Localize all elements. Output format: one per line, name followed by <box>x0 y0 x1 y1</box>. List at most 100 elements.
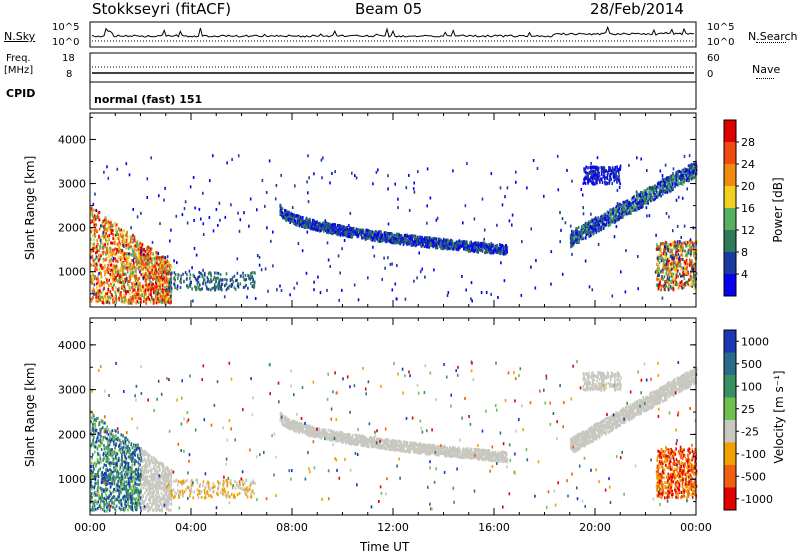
data-cell <box>661 296 664 300</box>
data-cell <box>155 281 157 285</box>
data-cell <box>92 291 94 295</box>
data-cell <box>662 266 664 270</box>
data-cell <box>91 281 93 285</box>
data-cell <box>102 266 105 270</box>
data-cell <box>648 186 651 189</box>
data-cell <box>355 227 358 231</box>
data-cell <box>359 228 361 232</box>
data-cell <box>106 281 108 284</box>
data-cell <box>643 201 645 205</box>
data-cell <box>103 269 105 273</box>
data-cell <box>604 212 606 216</box>
data-cell <box>678 169 681 173</box>
data-cell <box>237 211 239 215</box>
data-cell <box>669 181 672 185</box>
data-cell <box>633 208 635 212</box>
data-cell <box>591 288 594 292</box>
data-cell <box>450 242 452 246</box>
data-cell <box>434 237 436 241</box>
data-cell <box>360 233 363 237</box>
data-cell <box>408 235 410 239</box>
data-cell <box>123 229 125 232</box>
data-cell <box>169 301 171 305</box>
data-cell <box>162 255 164 259</box>
data-cell <box>156 255 159 259</box>
data-cell <box>189 276 191 280</box>
data-cell <box>680 257 683 261</box>
data-cell <box>493 247 495 251</box>
data-cell <box>550 282 552 286</box>
data-cell <box>587 166 589 170</box>
data-cell <box>150 281 153 285</box>
data-cell <box>428 244 430 248</box>
data-cell <box>363 235 366 239</box>
data-cell <box>666 258 669 262</box>
data-cell <box>133 265 135 269</box>
data-cell <box>195 286 197 290</box>
data-cell <box>358 232 361 236</box>
data-cell <box>602 222 604 226</box>
data-cell <box>210 288 212 292</box>
data-cell <box>388 236 391 240</box>
data-cell <box>215 285 218 289</box>
data-cell <box>96 268 98 272</box>
data-cell <box>188 283 191 287</box>
data-cell <box>669 185 671 189</box>
data-cell <box>445 242 447 246</box>
data-cell <box>660 194 662 198</box>
data-cell <box>598 178 601 182</box>
data-cell <box>685 244 687 248</box>
data-cell <box>122 238 124 242</box>
data-cell <box>357 228 360 232</box>
data-cell <box>684 249 686 253</box>
data-cell <box>93 289 95 293</box>
data-cell <box>140 285 142 289</box>
data-cell <box>589 229 591 233</box>
data-cell <box>160 256 163 260</box>
data-cell <box>106 251 109 255</box>
data-cell <box>150 271 152 275</box>
data-cell <box>479 248 482 252</box>
data-cell <box>160 280 162 284</box>
data-cell <box>693 265 696 269</box>
data-cell <box>660 186 663 190</box>
data-cell <box>506 245 509 249</box>
data-cell <box>403 234 406 237</box>
data-cell <box>131 259 133 263</box>
data-cell <box>668 270 671 274</box>
data-cell <box>302 221 305 225</box>
data-cell <box>321 227 323 231</box>
data-cell <box>220 287 222 291</box>
data-cell <box>502 251 505 255</box>
data-cell <box>134 296 137 300</box>
data-cell <box>280 211 283 215</box>
data-cell <box>370 235 373 239</box>
data-cell <box>161 298 163 302</box>
data-cell <box>139 297 141 301</box>
data-cell <box>688 251 690 255</box>
data-cell <box>570 241 572 245</box>
data-cell <box>122 300 124 304</box>
data-cell <box>584 182 587 185</box>
data-cell <box>577 230 580 234</box>
data-cell <box>133 261 135 265</box>
data-cell <box>112 280 114 284</box>
data-cell <box>674 179 676 183</box>
data-cell <box>614 214 617 218</box>
data-cell <box>132 250 134 254</box>
data-cell <box>662 284 665 288</box>
data-cell <box>663 242 665 246</box>
data-cell <box>410 240 412 244</box>
data-cell <box>139 249 141 253</box>
data-cell <box>198 271 200 274</box>
data-cell <box>115 227 117 230</box>
data-cell <box>637 195 640 199</box>
data-cell <box>672 263 675 267</box>
data-cell <box>179 280 181 283</box>
data-cell <box>646 187 648 191</box>
data-cell <box>429 243 431 247</box>
data-cell <box>165 268 167 272</box>
data-cell <box>407 241 409 245</box>
data-cell <box>586 226 588 229</box>
data-cell <box>616 180 618 184</box>
